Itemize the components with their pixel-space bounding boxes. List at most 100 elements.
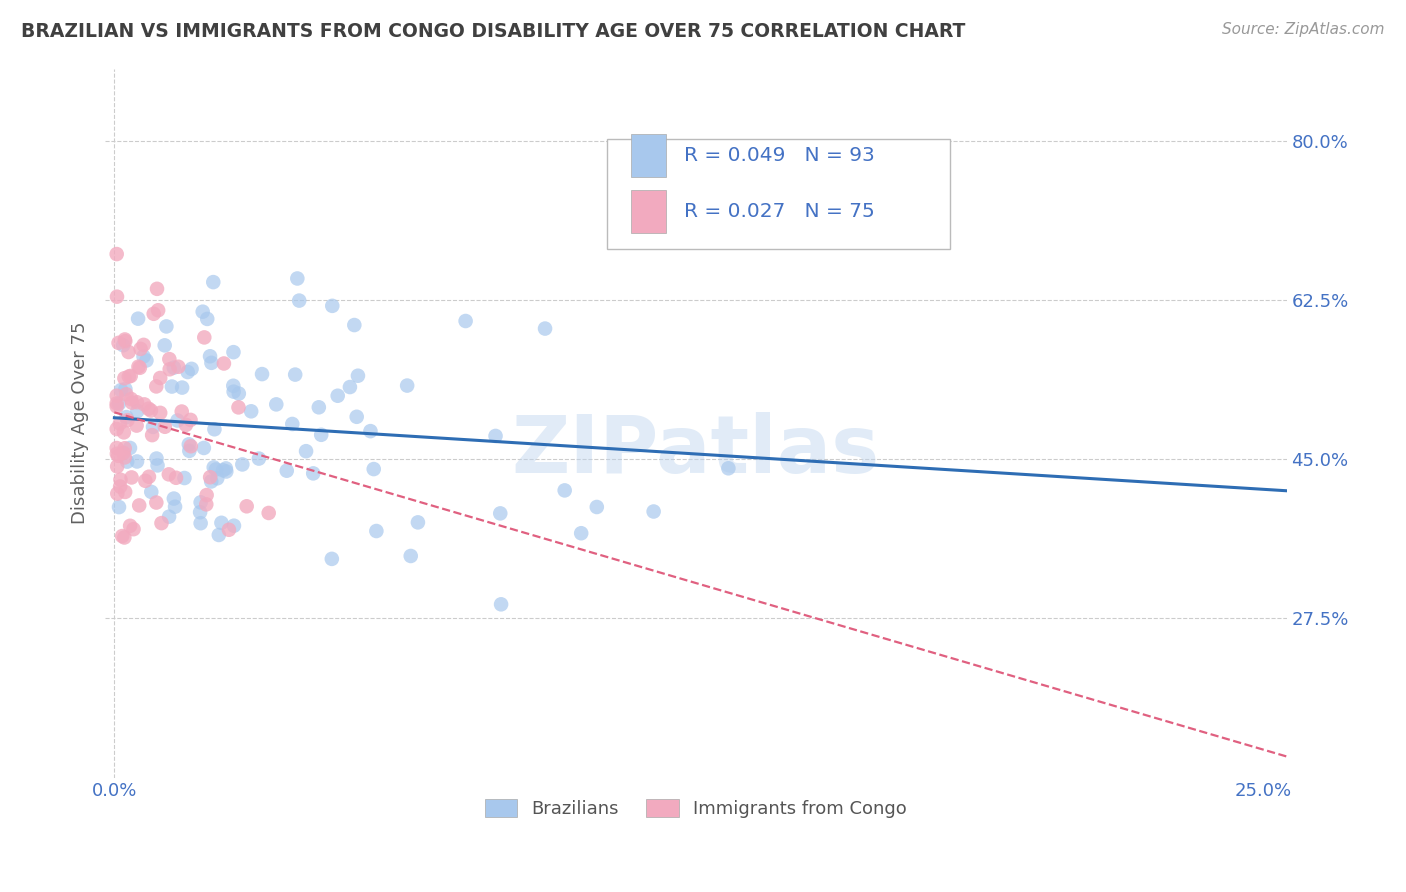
Point	[127, 359, 149, 374]
Point	[484, 429, 506, 443]
Point	[146, 458, 169, 473]
Point	[120, 392, 142, 406]
Point	[231, 458, 253, 472]
Point	[235, 500, 257, 514]
Point	[159, 362, 181, 376]
Point	[114, 382, 136, 396]
Point	[120, 518, 142, 533]
Point	[222, 378, 245, 392]
Point	[115, 387, 138, 401]
Point	[222, 384, 245, 399]
Text: R = 0.027   N = 75: R = 0.027 N = 75	[685, 202, 875, 221]
Point	[193, 330, 215, 344]
Point	[105, 459, 128, 474]
Point	[166, 413, 188, 427]
Point	[157, 467, 180, 482]
Point	[343, 318, 366, 332]
Point	[128, 499, 150, 513]
Legend: Brazilians, Immigrants from Congo: Brazilians, Immigrants from Congo	[478, 791, 914, 825]
Point	[247, 451, 270, 466]
Point	[157, 352, 180, 367]
Point	[105, 389, 128, 403]
Point	[105, 447, 128, 461]
Point	[118, 441, 141, 455]
Point	[141, 484, 163, 499]
Point	[132, 350, 155, 364]
Point	[150, 516, 173, 530]
Point	[179, 443, 201, 458]
Point	[125, 454, 148, 468]
Point	[112, 371, 135, 385]
Point	[207, 471, 229, 485]
Point	[174, 417, 197, 432]
Point	[135, 353, 157, 368]
Point	[122, 522, 145, 536]
Point	[240, 404, 263, 418]
Point	[215, 465, 238, 479]
Point	[149, 406, 172, 420]
Point	[190, 516, 212, 531]
Point	[218, 523, 240, 537]
Point	[167, 359, 190, 374]
Point	[339, 380, 361, 394]
Point	[569, 526, 592, 541]
Point	[366, 524, 388, 538]
Point	[180, 362, 202, 376]
Point	[155, 319, 177, 334]
Point	[489, 507, 512, 521]
Point	[198, 470, 221, 484]
FancyBboxPatch shape	[631, 191, 666, 233]
Point	[321, 552, 343, 566]
Point	[170, 404, 193, 418]
Point	[110, 473, 132, 487]
Point	[105, 422, 128, 436]
Text: R = 0.049   N = 93: R = 0.049 N = 93	[685, 146, 875, 165]
Point	[180, 439, 202, 453]
Point	[195, 497, 218, 511]
Point	[489, 597, 512, 611]
Point	[172, 381, 194, 395]
Point	[145, 379, 167, 393]
Point	[115, 455, 138, 469]
Point	[129, 342, 152, 356]
Point	[454, 314, 477, 328]
Point	[114, 442, 136, 456]
Point	[112, 425, 135, 440]
Point	[209, 516, 232, 530]
Point	[396, 378, 419, 392]
Point	[208, 528, 231, 542]
Point	[165, 471, 187, 485]
Point	[125, 395, 148, 409]
Point	[118, 369, 141, 384]
Point	[326, 389, 349, 403]
Point	[157, 509, 180, 524]
Point	[125, 418, 148, 433]
Point	[281, 417, 304, 431]
Point	[105, 290, 128, 304]
Text: ZIPatlas: ZIPatlas	[512, 412, 880, 491]
Point	[359, 424, 381, 438]
Point	[138, 401, 160, 416]
Point	[163, 491, 186, 506]
Point	[132, 338, 155, 352]
Point	[108, 417, 131, 431]
Point	[204, 422, 226, 436]
Point	[105, 247, 128, 261]
Point	[228, 401, 250, 415]
Point	[222, 345, 245, 359]
Point	[717, 461, 740, 475]
Point	[105, 441, 128, 455]
Text: BRAZILIAN VS IMMIGRANTS FROM CONGO DISABILITY AGE OVER 75 CORRELATION CHART: BRAZILIAN VS IMMIGRANTS FROM CONGO DISAB…	[21, 22, 966, 41]
Point	[114, 484, 136, 499]
Point	[112, 446, 135, 460]
Point	[202, 275, 225, 289]
Point	[121, 395, 143, 409]
Point	[117, 345, 139, 359]
Point	[108, 479, 131, 493]
Point	[399, 549, 422, 563]
Point	[115, 410, 138, 425]
Point	[173, 471, 195, 485]
Point	[188, 505, 211, 519]
Point	[105, 400, 128, 414]
Point	[177, 437, 200, 451]
